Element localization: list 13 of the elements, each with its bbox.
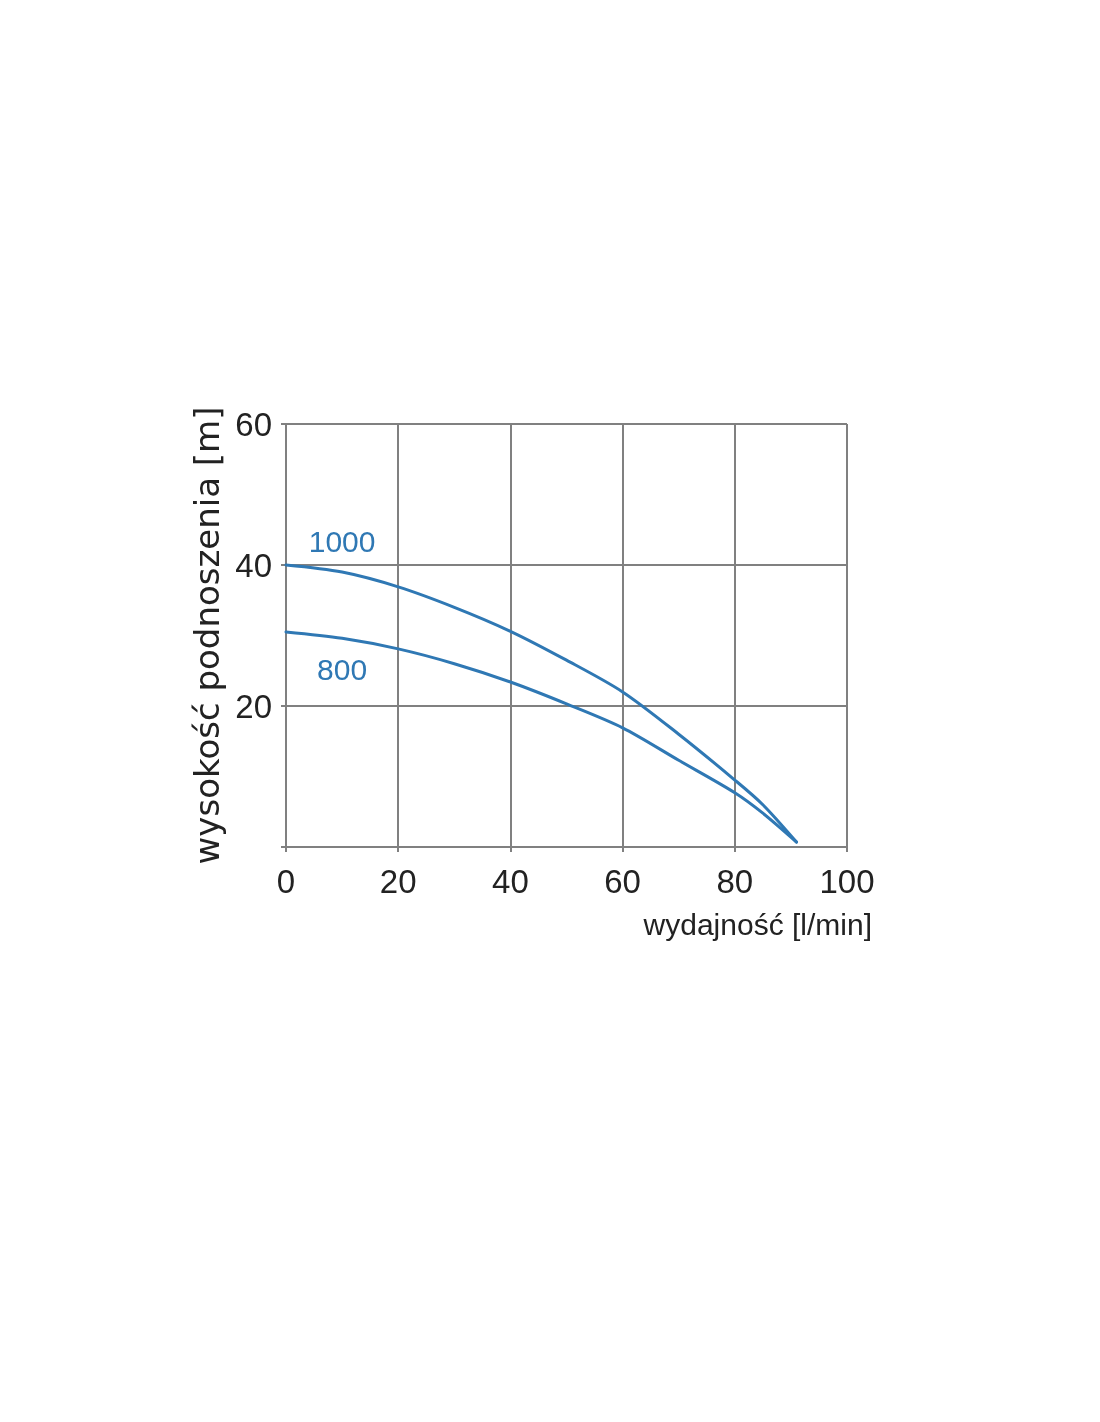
series-label: 800 <box>317 652 368 686</box>
y-axis-title: wysokość podnoszenia [m] <box>187 406 228 865</box>
x-tick-label: 60 <box>604 863 641 900</box>
x-tick-label: 80 <box>716 863 754 900</box>
y-tick-label: 60 <box>235 405 272 443</box>
x-tick-label: 20 <box>379 863 417 900</box>
x-tick-label: 0 <box>276 863 296 900</box>
series-label: 1000 <box>308 524 376 558</box>
x-axis-title: wydajność [l/min] <box>642 907 872 941</box>
x-tick-label: 100 <box>819 863 875 900</box>
y-tick-label: 20 <box>235 687 272 725</box>
x-tick-label: 40 <box>492 863 529 900</box>
y-tick-label: 40 <box>235 546 272 584</box>
